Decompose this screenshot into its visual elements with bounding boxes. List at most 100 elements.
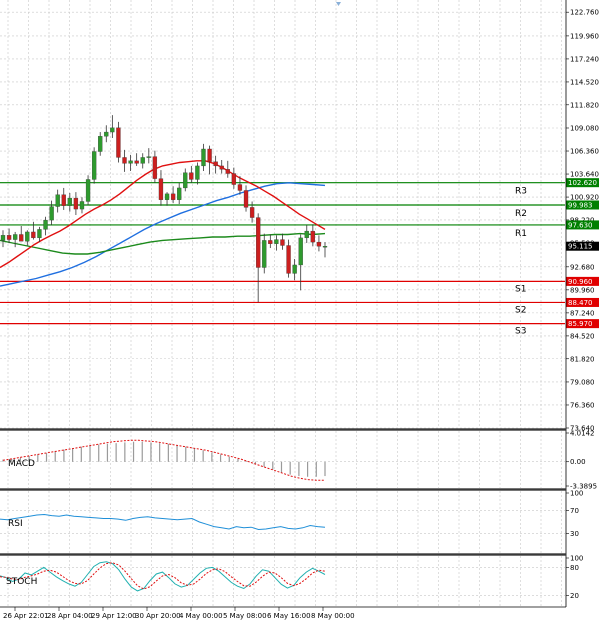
time-tick-label: 26 Apr 22:01 bbox=[3, 612, 49, 620]
level-badge-label-r3: 102.620 bbox=[568, 179, 597, 187]
level-name-r1: R1 bbox=[515, 229, 527, 239]
rsi-separator bbox=[0, 488, 566, 491]
candle-body bbox=[304, 230, 309, 239]
candle-body bbox=[164, 193, 170, 200]
time-tick-label: 8 May 00:00 bbox=[311, 612, 355, 620]
candle-body bbox=[256, 217, 261, 268]
macd-label: MACD bbox=[8, 459, 35, 469]
level-badge-label-s1: 90.960 bbox=[568, 278, 593, 286]
candle-body bbox=[237, 184, 243, 191]
candle-body bbox=[152, 156, 158, 179]
candle-body bbox=[213, 161, 218, 167]
candle-body bbox=[19, 234, 24, 242]
price-tick-label: 87.240 bbox=[570, 309, 595, 317]
rsi-tick-label: 30 bbox=[570, 530, 579, 538]
price-tick-label: 92.680 bbox=[570, 263, 595, 271]
level-badge-label-r2: 99.983 bbox=[568, 202, 593, 210]
level-name-r2: R2 bbox=[515, 209, 527, 219]
price-tick-label: 122.760 bbox=[570, 9, 599, 17]
rsi-tick-label: 70 bbox=[570, 507, 579, 515]
price-tick-label: 114.520 bbox=[570, 78, 599, 86]
candle-body bbox=[31, 231, 36, 239]
price-tick-label: 103.640 bbox=[570, 171, 599, 179]
stoch-panel[interactable]: STOCH bbox=[0, 561, 326, 592]
candle-body bbox=[243, 190, 249, 208]
level-badge-label-s3: 85.970 bbox=[568, 320, 593, 328]
rsi-tick-label: 100 bbox=[570, 490, 583, 498]
moving-average-blue bbox=[0, 182, 326, 287]
candle-body bbox=[274, 239, 279, 244]
candle-body bbox=[134, 160, 139, 164]
level-name-s1: S1 bbox=[515, 284, 526, 294]
candle-body bbox=[140, 157, 145, 164]
candle-body bbox=[280, 239, 285, 246]
candlesticks bbox=[0, 115, 328, 303]
level-name-s2: S2 bbox=[515, 305, 526, 315]
price-tick-label: 89.960 bbox=[570, 286, 595, 294]
candle-body bbox=[219, 165, 224, 170]
time-tick-label: 29 Apr 12:00 bbox=[91, 612, 137, 620]
chart-frame bbox=[0, 0, 567, 608]
candle-body bbox=[98, 136, 103, 152]
grid-lines bbox=[0, 0, 565, 607]
candle-body bbox=[183, 172, 188, 189]
candle-body bbox=[104, 131, 109, 137]
level-badge-s3 bbox=[566, 319, 599, 329]
candle-body bbox=[110, 127, 115, 133]
price-tick-label: 109.080 bbox=[570, 124, 599, 132]
candle-body bbox=[286, 245, 291, 274]
stoch-label: STOCH bbox=[6, 577, 37, 587]
price-tick-label: 106.360 bbox=[570, 148, 599, 156]
price-tick-label: 111.820 bbox=[570, 101, 599, 109]
candle-body bbox=[316, 241, 322, 247]
candle-body bbox=[73, 197, 79, 210]
candle-body bbox=[189, 172, 194, 180]
candle-body bbox=[79, 201, 85, 210]
candle-body bbox=[268, 240, 273, 244]
candle-body bbox=[122, 157, 127, 164]
candle-body bbox=[116, 127, 121, 158]
candle-body bbox=[292, 264, 297, 274]
stoch-d-line bbox=[0, 562, 326, 590]
macd-tick-label: 0.00 bbox=[570, 458, 586, 466]
rsi-label: RSI bbox=[8, 519, 23, 529]
time-tick-label: 5 May 08:00 bbox=[223, 612, 267, 620]
level-badge-label-s2: 88.470 bbox=[568, 299, 593, 307]
price-tick-label: 81.820 bbox=[570, 355, 595, 363]
price-tick-label: 119.960 bbox=[570, 32, 599, 40]
moving-average-green bbox=[0, 232, 326, 255]
candle-body bbox=[310, 230, 315, 243]
candle-body bbox=[61, 194, 66, 206]
level-badge-r3 bbox=[566, 178, 599, 188]
candle-body bbox=[170, 193, 176, 200]
candle-body bbox=[207, 148, 212, 162]
level-name-s3: S3 bbox=[515, 327, 526, 337]
candle-body bbox=[231, 173, 237, 185]
candle-body bbox=[55, 194, 60, 207]
macd-tick-label: -3.3895 bbox=[570, 483, 597, 491]
price-panel[interactable]: R3 R2 R1 S1 S2 S3 bbox=[0, 115, 565, 337]
time-tick-label: 4 May 00:00 bbox=[179, 612, 223, 620]
candle-body bbox=[128, 160, 133, 164]
candle-body bbox=[85, 179, 91, 202]
time-tick-label: 30 Apr 20:00 bbox=[135, 612, 181, 620]
time-tick-label: 28 Apr 04:00 bbox=[47, 612, 93, 620]
candle-body bbox=[298, 237, 303, 266]
candle-body bbox=[37, 229, 42, 239]
candle-body bbox=[195, 165, 200, 180]
current-price-label: 95.115 bbox=[568, 243, 593, 251]
candle-body bbox=[177, 187, 182, 200]
candle-body bbox=[249, 207, 255, 218]
candle-body bbox=[225, 169, 230, 174]
level-name-r3: R3 bbox=[515, 187, 527, 197]
stoch-tick-label: 20 bbox=[570, 592, 579, 600]
price-tick-label: 76.360 bbox=[570, 401, 595, 409]
current-price-badge bbox=[566, 241, 599, 251]
stoch-tick-label: 80 bbox=[570, 564, 579, 572]
level-badge-label-r1: 97.630 bbox=[568, 221, 593, 229]
candle-body bbox=[158, 178, 164, 200]
rsi-panel[interactable]: RSI bbox=[0, 513, 326, 531]
macd-panel[interactable]: MACD bbox=[2, 439, 326, 481]
price-axis: 122.760 119.960 117.240 114.520 111.820 109.0… bbox=[566, 9, 599, 600]
